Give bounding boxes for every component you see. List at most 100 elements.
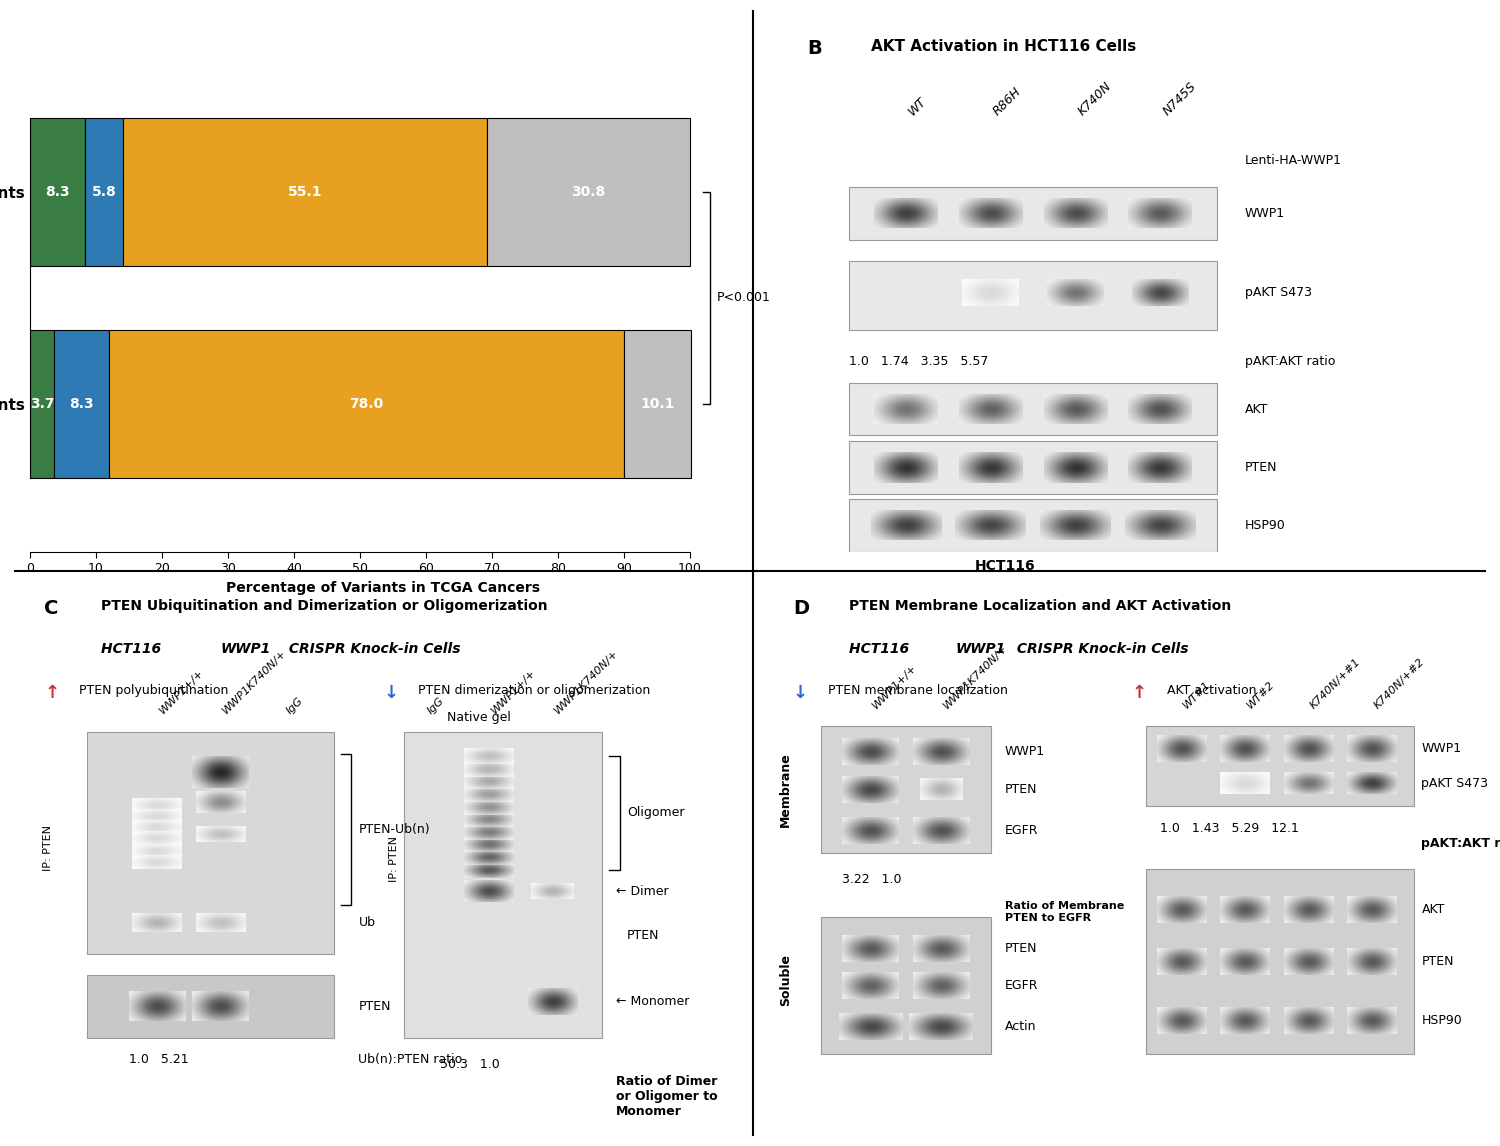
Text: pAKT S473: pAKT S473	[1245, 286, 1312, 299]
Text: PTEN: PTEN	[1005, 942, 1036, 955]
Text: CRISPR Knock-in Cells: CRISPR Knock-in Cells	[1013, 642, 1188, 656]
Text: WT#1: WT#1	[1182, 680, 1212, 711]
Text: 55.1: 55.1	[288, 186, 322, 199]
Text: D: D	[794, 599, 808, 619]
Text: 5.8: 5.8	[92, 186, 117, 199]
Text: PTEN: PTEN	[627, 929, 660, 942]
Text: Ub(n):PTEN ratio: Ub(n):PTEN ratio	[358, 1053, 462, 1066]
Text: ← Dimer: ← Dimer	[616, 885, 669, 897]
Text: WWP1+/+: WWP1+/+	[158, 667, 206, 716]
Text: C: C	[44, 599, 58, 619]
Text: PTEN membrane localization: PTEN membrane localization	[828, 684, 1008, 697]
Text: IgG: IgG	[285, 696, 304, 716]
Text: PTEN: PTEN	[1005, 784, 1036, 796]
Text: 1.0   1.74   3.35   5.57: 1.0 1.74 3.35 5.57	[849, 355, 988, 368]
Text: 30.8: 30.8	[572, 186, 606, 199]
Text: P<0.001: P<0.001	[717, 291, 771, 305]
Text: PTEN: PTEN	[1422, 956, 1454, 968]
Bar	[110, 330, 624, 478]
Text: PTEN dimerization or oligomerization: PTEN dimerization or oligomerization	[419, 684, 651, 697]
Text: 8.3: 8.3	[69, 397, 94, 410]
Text: WT: WT	[906, 95, 928, 118]
Text: CRISPR Knock-in Cells: CRISPR Knock-in Cells	[285, 642, 460, 656]
Text: Soluble: Soluble	[780, 955, 792, 1006]
Text: EGFR: EGFR	[1005, 824, 1038, 837]
Text: N745S: N745S	[1160, 80, 1198, 118]
Text: HCT116: HCT116	[975, 559, 1035, 573]
FancyBboxPatch shape	[405, 731, 602, 1038]
Text: AKT: AKT	[1245, 402, 1268, 416]
Text: IgG: IgG	[426, 696, 445, 716]
Text: ↑: ↑	[44, 684, 60, 702]
Bar	[86, 118, 123, 266]
Text: AKT: AKT	[1422, 903, 1444, 917]
Text: 3.7: 3.7	[30, 397, 54, 410]
Text: WWP1: WWP1	[220, 642, 272, 656]
Text: Native gel: Native gel	[447, 711, 510, 723]
FancyBboxPatch shape	[849, 383, 1216, 435]
Text: WWP1: WWP1	[956, 642, 1005, 656]
FancyBboxPatch shape	[849, 187, 1216, 240]
Text: EGFR: EGFR	[1005, 979, 1038, 992]
Text: WWP1K740N/+: WWP1K740N/+	[220, 647, 288, 716]
Text: 50.3   1.0: 50.3 1.0	[440, 1059, 500, 1072]
Text: K740N: K740N	[1076, 79, 1114, 118]
Bar	[488, 118, 690, 266]
FancyBboxPatch shape	[821, 727, 990, 854]
Text: Oligomer: Oligomer	[627, 807, 684, 819]
FancyBboxPatch shape	[849, 499, 1216, 552]
Text: WWP1: WWP1	[1005, 745, 1046, 759]
Text: WWP1K740N/+: WWP1K740N/+	[552, 647, 621, 716]
Text: HSP90: HSP90	[1422, 1014, 1462, 1028]
Text: Ub: Ub	[358, 916, 375, 929]
Text: PTEN: PTEN	[358, 1000, 392, 1013]
Text: PTEN Membrane Localization and AKT Activation: PTEN Membrane Localization and AKT Activ…	[849, 599, 1232, 613]
Bar	[30, 330, 54, 478]
Text: PTEN-Ub(n): PTEN-Ub(n)	[358, 823, 430, 835]
Text: 3.22   1.0: 3.22 1.0	[843, 873, 902, 886]
Text: WT#2: WT#2	[1245, 680, 1276, 711]
Text: PTEN: PTEN	[1245, 461, 1278, 473]
Text: WWP1K740N/+: WWP1K740N/+	[940, 643, 1010, 711]
Text: IP: PTEN: IP: PTEN	[42, 825, 52, 871]
Text: K740N/+#1: K740N/+#1	[1308, 657, 1362, 711]
FancyBboxPatch shape	[87, 975, 333, 1038]
Text: pAKT S473: pAKT S473	[1422, 777, 1488, 790]
Text: Lenti-HA-WWP1: Lenti-HA-WWP1	[1245, 154, 1342, 167]
Text: K740N/+#2: K740N/+#2	[1372, 657, 1426, 711]
FancyBboxPatch shape	[821, 917, 990, 1054]
Text: 1.0   5.21: 1.0 5.21	[129, 1053, 189, 1066]
FancyBboxPatch shape	[87, 731, 333, 953]
Text: HSP90: HSP90	[1245, 519, 1286, 532]
Text: WWP1+/+: WWP1+/+	[489, 667, 537, 716]
FancyBboxPatch shape	[1146, 869, 1414, 1054]
Bar	[30, 118, 86, 266]
Text: pAKT:AKT ratio: pAKT:AKT ratio	[1422, 838, 1500, 850]
Text: pAKT:AKT ratio: pAKT:AKT ratio	[1245, 355, 1335, 368]
Text: Membrane: Membrane	[780, 753, 792, 827]
Text: AKT activation: AKT activation	[1167, 684, 1257, 697]
Text: ↓: ↓	[794, 684, 808, 702]
Text: 78.0: 78.0	[350, 397, 384, 410]
Text: WWP1+/+: WWP1+/+	[870, 662, 919, 711]
Text: ↑: ↑	[1132, 684, 1148, 702]
Bar	[123, 118, 488, 266]
Text: ← Monomer: ← Monomer	[616, 995, 690, 1008]
FancyBboxPatch shape	[849, 261, 1216, 330]
Text: Ratio of Dimer
or Oligomer to
Monomer: Ratio of Dimer or Oligomer to Monomer	[616, 1075, 718, 1118]
Text: ↓: ↓	[382, 684, 399, 702]
Text: R86H: R86H	[990, 85, 1024, 118]
Bar	[54, 330, 110, 478]
Text: PTEN polyubiquitination: PTEN polyubiquitination	[80, 684, 230, 697]
Text: WWP1: WWP1	[1245, 206, 1286, 220]
Text: B: B	[807, 39, 822, 57]
FancyBboxPatch shape	[849, 441, 1216, 494]
Text: Actin: Actin	[1005, 1020, 1036, 1034]
Text: 1.0   1.43   5.29   12.1: 1.0 1.43 5.29 12.1	[1160, 823, 1299, 835]
Text: 8.3: 8.3	[45, 186, 69, 199]
Text: WWP1: WWP1	[1422, 743, 1461, 755]
Text: IP: PTEN: IP: PTEN	[388, 835, 399, 881]
Text: PTEN Ubiquitination and Dimerization or Oligomerization: PTEN Ubiquitination and Dimerization or …	[100, 599, 548, 613]
Text: HCT116: HCT116	[100, 642, 165, 656]
Text: Ratio of Membrane
PTEN to EGFR: Ratio of Membrane PTEN to EGFR	[1005, 901, 1124, 923]
